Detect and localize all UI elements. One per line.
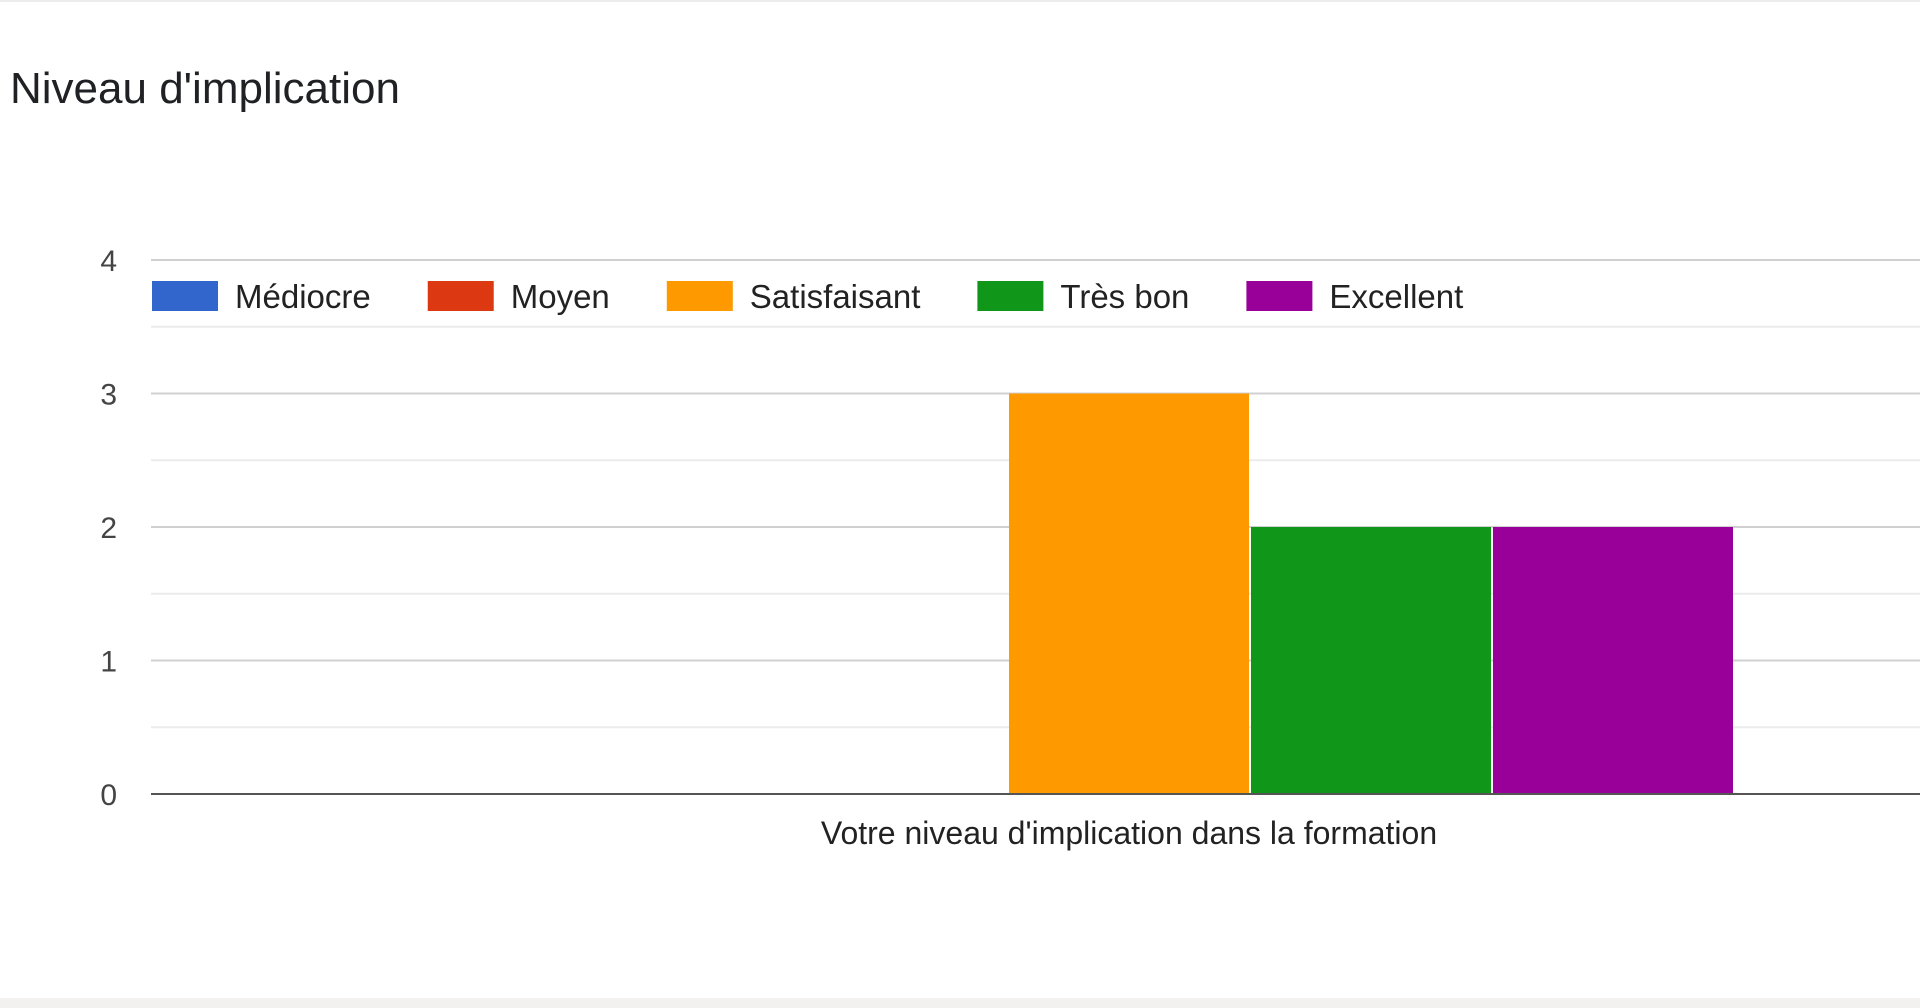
legend-swatch-satisfaisant — [666, 281, 733, 311]
legend-item-mediocre[interactable]: Médiocre — [152, 278, 371, 315]
legend-item-tres-bon[interactable]: Très bon — [977, 278, 1189, 315]
legend-swatch-mediocre — [152, 281, 218, 311]
legend-label-tres-bon: Très bon — [1060, 278, 1189, 315]
chart-title: Niveau d'implication — [10, 64, 400, 113]
legend-label-mediocre: Médiocre — [235, 278, 371, 315]
bar-excellent[interactable] — [1493, 527, 1733, 794]
legend-swatch-tres-bon — [977, 281, 1044, 311]
bar-tr-s-bon[interactable] — [1251, 527, 1491, 794]
legend-item-moyen[interactable]: Moyen — [427, 278, 610, 315]
legend-swatch-excellent — [1246, 281, 1313, 311]
y-tick-4: 4 — [100, 245, 117, 278]
legend-item-satisfaisant[interactable]: Satisfaisant — [666, 278, 921, 315]
y-tick-3: 3 — [100, 379, 117, 412]
x-category-label: Votre niveau d'implication dans la forma… — [821, 815, 1437, 851]
bar-satisfaisant[interactable] — [1009, 393, 1249, 795]
legend-item-excellent[interactable]: Excellent — [1246, 278, 1463, 315]
bars — [1009, 393, 1733, 795]
legend-label-moyen: Moyen — [511, 278, 610, 315]
legend-label-excellent: Excellent — [1329, 278, 1463, 315]
legend-label-satisfaisant: Satisfaisant — [750, 278, 921, 315]
y-axis-ticks: 0 1 2 3 4 — [100, 245, 117, 812]
legend-swatch-moyen — [427, 281, 494, 311]
y-tick-1: 1 — [100, 646, 117, 679]
y-tick-0: 0 — [100, 779, 117, 812]
legend[interactable]: Médiocre Moyen Satisfaisant Très bon Exc… — [152, 278, 1463, 315]
y-tick-2: 2 — [100, 512, 117, 545]
